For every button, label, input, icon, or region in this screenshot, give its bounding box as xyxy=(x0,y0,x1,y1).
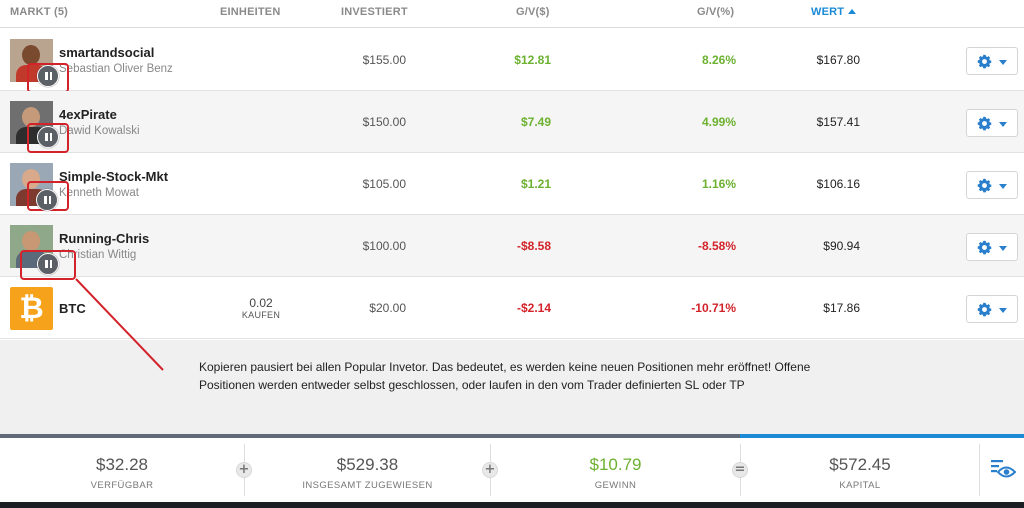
avatar[interactable] xyxy=(10,225,53,268)
annotation-highlight-box xyxy=(20,250,76,280)
gear-icon xyxy=(977,54,992,69)
column-header-units[interactable]: EINHEITEN xyxy=(220,6,281,18)
gear-icon xyxy=(977,240,992,255)
allocated-label: INSGESAMT ZUGEWIESEN xyxy=(302,480,433,491)
annotation-area: Kopieren pausiert bei allen Popular Inve… xyxy=(0,340,1024,434)
annotation-line-2: Positionen werden entweder selbst geschl… xyxy=(199,378,745,392)
equity-label: KAPITAL xyxy=(839,480,881,491)
trader-username[interactable]: Simple-Stock-Mkt xyxy=(59,169,169,184)
trader-fullname: Kenneth Mowat xyxy=(59,187,139,199)
current-value: $90.94 xyxy=(823,239,860,253)
portfolio-table-header: MARKT (5) EINHEITEN INVESTIERT G/V($) G/… xyxy=(0,0,1024,28)
trader-username[interactable]: Running-Chris xyxy=(59,231,150,246)
divider xyxy=(979,444,980,496)
column-header-invested[interactable]: INVESTIERT xyxy=(341,6,408,18)
gear-icon xyxy=(977,302,992,317)
settings-dropdown-button[interactable] xyxy=(966,233,1018,261)
pl-value: $7.49 xyxy=(520,115,551,129)
footer-top-accent xyxy=(740,434,1024,438)
pl-percent-value: 1.16% xyxy=(701,177,736,191)
column-header-pl[interactable]: G/V($) xyxy=(516,6,550,18)
units-action-label: KAUFEN xyxy=(241,310,281,320)
units-cell: 0.02 KAUFEN xyxy=(240,296,282,320)
pl-value: $1.21 xyxy=(520,177,551,191)
table-row[interactable]: ₿ BTC 0.02 KAUFEN $20.00 -$2.14 -10.71% … xyxy=(0,277,1024,339)
gear-icon xyxy=(977,116,992,131)
pause-icon[interactable] xyxy=(36,189,58,211)
trader-username[interactable]: smartandsocial xyxy=(59,45,155,60)
current-value: $17.86 xyxy=(823,301,860,315)
profit-label: GEWINN xyxy=(594,480,637,491)
table-row[interactable]: Running-Chris Christian Wittig $100.00 -… xyxy=(0,215,1024,280)
annotation-highlight-box xyxy=(27,123,69,153)
pause-icon[interactable] xyxy=(37,253,59,275)
invested-value: $20.00 xyxy=(369,301,406,315)
trader-username[interactable]: 4exPirate xyxy=(59,107,117,122)
units-value: 0.02 xyxy=(249,296,273,310)
settings-dropdown-button[interactable] xyxy=(966,171,1018,199)
chevron-down-icon xyxy=(999,122,1007,127)
pl-value: $12.81 xyxy=(514,53,551,67)
current-value: $157.41 xyxy=(816,115,860,129)
column-header-value-label[interactable]: WERT xyxy=(811,6,845,18)
pause-icon[interactable] xyxy=(37,65,59,87)
settings-dropdown-button[interactable] xyxy=(966,109,1018,137)
summary-equity: $572.45 KAPITAL xyxy=(741,438,979,502)
pl-percent-value: -8.58% xyxy=(697,239,736,253)
equity-value: $572.45 xyxy=(829,455,891,474)
current-value: $106.16 xyxy=(816,177,860,191)
column-header-pl-percent[interactable]: G/V(%) xyxy=(697,6,735,18)
settings-dropdown-button[interactable] xyxy=(966,47,1018,75)
table-row[interactable]: 4exPirate Dawid Kowalski $150.00 $7.49 4… xyxy=(0,91,1024,153)
trader-fullname: Christian Wittig xyxy=(59,249,137,261)
available-label: VERFÜGBAR xyxy=(90,480,154,491)
bitcoin-icon[interactable]: ₿ xyxy=(10,287,53,330)
summary-profit: $10.79 GEWINN xyxy=(491,438,740,502)
profit-value: $10.79 xyxy=(589,455,642,474)
available-value: $32.28 xyxy=(96,455,148,474)
pl-percent-value: 8.26% xyxy=(701,53,736,67)
current-value: $167.80 xyxy=(816,53,860,67)
eye-icon[interactable] xyxy=(990,458,1016,480)
table-row[interactable]: Simple-Stock-Mkt Kenneth Mowat $105.00 $… xyxy=(0,153,1024,215)
gear-icon xyxy=(977,178,992,193)
chevron-down-icon xyxy=(999,308,1007,313)
summary-allocated: $529.38 INSGESAMT ZUGEWIESEN xyxy=(245,438,490,502)
pl-percent-value: -10.71% xyxy=(691,301,736,315)
invested-value: $150.00 xyxy=(362,115,406,129)
pl-percent-value: 4.99% xyxy=(701,115,736,129)
equals-icon: = xyxy=(732,462,748,478)
bottom-strip xyxy=(0,502,1024,508)
summary-available: $32.28 VERFÜGBAR xyxy=(0,438,244,502)
invested-value: $155.00 xyxy=(362,53,406,67)
annotation-line-1: Kopieren pausiert bei allen Popular Inve… xyxy=(199,360,811,374)
invested-value: $100.00 xyxy=(362,239,406,253)
chevron-down-icon xyxy=(999,184,1007,189)
pl-value: -$8.58 xyxy=(516,239,551,253)
column-header-value[interactable]: WERT xyxy=(811,6,857,18)
portfolio-summary-footer: $32.28 VERFÜGBAR + $529.38 INSGESAMT ZUG… xyxy=(0,438,1024,502)
trader-fullname: Dawid Kowalski xyxy=(59,125,140,137)
table-row[interactable]: smartandsocial Sebastian Oliver Benz $15… xyxy=(0,29,1024,93)
plus-icon: + xyxy=(482,462,498,478)
invested-value: $105.00 xyxy=(362,177,406,191)
trader-fullname: Sebastian Oliver Benz xyxy=(59,63,173,75)
chevron-down-icon xyxy=(999,60,1007,65)
pause-icon[interactable] xyxy=(37,126,59,148)
footer-top-border xyxy=(0,434,740,438)
plus-icon: + xyxy=(236,462,252,478)
chevron-down-icon xyxy=(999,246,1007,251)
asset-name[interactable]: BTC xyxy=(59,301,86,316)
allocated-value: $529.38 xyxy=(336,455,399,474)
pl-value: -$2.14 xyxy=(516,301,551,315)
annotation-note: Kopieren pausiert bei allen Popular Inve… xyxy=(199,358,899,394)
settings-dropdown-button[interactable] xyxy=(966,295,1018,323)
column-header-market[interactable]: MARKT (5) xyxy=(10,6,69,18)
sort-ascending-icon xyxy=(848,9,857,14)
